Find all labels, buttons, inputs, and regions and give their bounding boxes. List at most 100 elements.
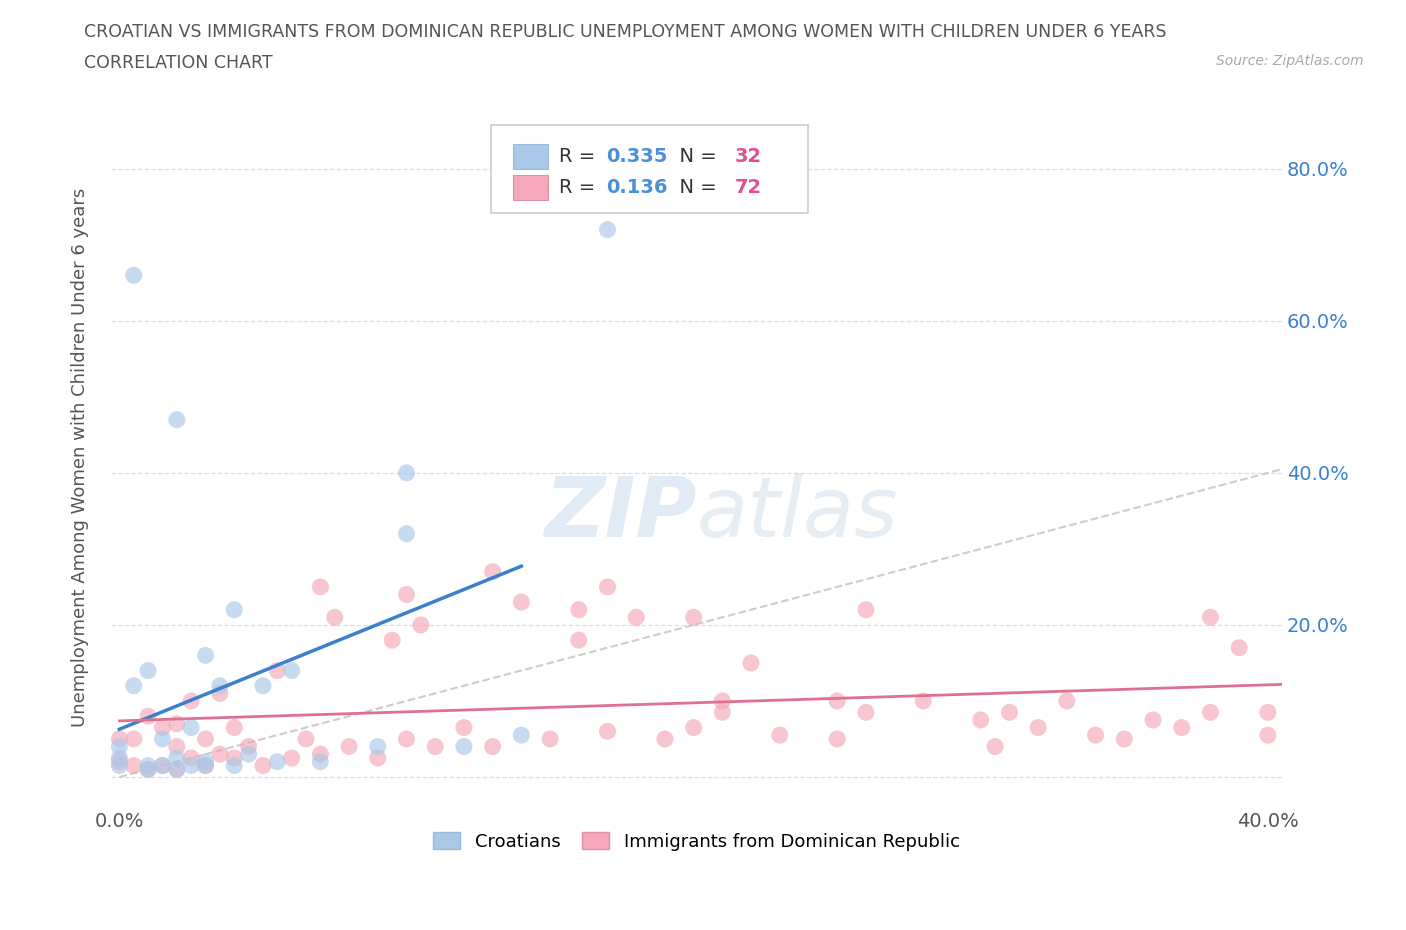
Point xyxy=(395,465,418,480)
Point xyxy=(208,686,231,701)
Point xyxy=(825,732,848,747)
Point xyxy=(309,747,332,762)
Point xyxy=(166,716,188,731)
Point xyxy=(238,747,260,762)
Point xyxy=(1056,694,1078,709)
Y-axis label: Unemployment Among Women with Children Under 6 years: Unemployment Among Women with Children U… xyxy=(72,188,89,727)
Point xyxy=(855,705,877,720)
Point xyxy=(1199,705,1222,720)
Point xyxy=(568,632,591,647)
Point xyxy=(166,751,188,765)
Text: N =: N = xyxy=(668,147,723,166)
Point xyxy=(825,694,848,709)
Point xyxy=(984,739,1007,754)
Text: 32: 32 xyxy=(735,147,762,166)
Point xyxy=(510,594,533,609)
Point xyxy=(970,712,993,727)
Point xyxy=(337,739,360,754)
Point xyxy=(998,705,1021,720)
Point xyxy=(381,632,404,647)
Point xyxy=(108,758,131,773)
Point xyxy=(108,732,131,747)
FancyBboxPatch shape xyxy=(492,126,808,213)
Point xyxy=(425,739,447,754)
Point xyxy=(740,656,762,671)
Point xyxy=(152,758,174,773)
Text: ZIP: ZIP xyxy=(544,473,696,554)
Point xyxy=(1227,640,1250,655)
Text: CORRELATION CHART: CORRELATION CHART xyxy=(84,54,273,72)
Point xyxy=(481,565,503,579)
Text: Source: ZipAtlas.com: Source: ZipAtlas.com xyxy=(1216,54,1364,68)
Legend: Croatians, Immigrants from Dominican Republic: Croatians, Immigrants from Dominican Rep… xyxy=(426,825,967,857)
Point xyxy=(1142,712,1164,727)
Point xyxy=(224,603,246,618)
Point xyxy=(1257,705,1279,720)
Point xyxy=(510,727,533,742)
Point xyxy=(711,705,734,720)
Point xyxy=(367,751,389,765)
Point xyxy=(136,758,159,773)
Point xyxy=(122,732,145,747)
Point xyxy=(122,268,145,283)
Point xyxy=(252,678,274,693)
Point xyxy=(266,754,288,769)
Point xyxy=(395,732,418,747)
Point xyxy=(367,739,389,754)
Point xyxy=(323,610,346,625)
Point xyxy=(453,720,475,735)
Point xyxy=(194,732,217,747)
Text: 72: 72 xyxy=(735,179,762,197)
Point xyxy=(180,720,202,735)
Point xyxy=(309,579,332,594)
Point xyxy=(266,663,288,678)
Point xyxy=(711,694,734,709)
Point xyxy=(194,648,217,663)
Point xyxy=(108,739,131,754)
Text: 0.335: 0.335 xyxy=(606,147,668,166)
Point xyxy=(654,732,676,747)
Point xyxy=(152,732,174,747)
Point xyxy=(108,754,131,769)
Point xyxy=(166,762,188,777)
Point xyxy=(166,739,188,754)
Point xyxy=(596,579,619,594)
Text: atlas: atlas xyxy=(696,473,898,554)
Point xyxy=(224,720,246,735)
Point xyxy=(1114,732,1136,747)
Point xyxy=(1170,720,1192,735)
Point xyxy=(280,751,302,765)
Point xyxy=(769,727,792,742)
Point xyxy=(208,678,231,693)
Point xyxy=(136,663,159,678)
Point xyxy=(1257,727,1279,742)
Point xyxy=(1199,610,1222,625)
Point xyxy=(395,526,418,541)
Point xyxy=(180,694,202,709)
Point xyxy=(295,732,318,747)
FancyBboxPatch shape xyxy=(513,144,548,169)
Point xyxy=(238,739,260,754)
Point xyxy=(1084,727,1107,742)
Point xyxy=(596,724,619,738)
Point xyxy=(568,603,591,618)
Point xyxy=(108,751,131,765)
Point xyxy=(912,694,935,709)
Point xyxy=(481,739,503,754)
Point xyxy=(624,610,647,625)
Point xyxy=(180,751,202,765)
Point xyxy=(136,762,159,777)
Point xyxy=(855,603,877,618)
Point xyxy=(136,709,159,724)
Point xyxy=(252,758,274,773)
Point xyxy=(194,758,217,773)
Text: R =: R = xyxy=(560,147,602,166)
Text: R =: R = xyxy=(560,179,602,197)
Point xyxy=(194,758,217,773)
Point xyxy=(224,758,246,773)
Point xyxy=(224,751,246,765)
Point xyxy=(136,762,159,777)
Point xyxy=(395,587,418,602)
Point xyxy=(280,663,302,678)
Point xyxy=(538,732,561,747)
